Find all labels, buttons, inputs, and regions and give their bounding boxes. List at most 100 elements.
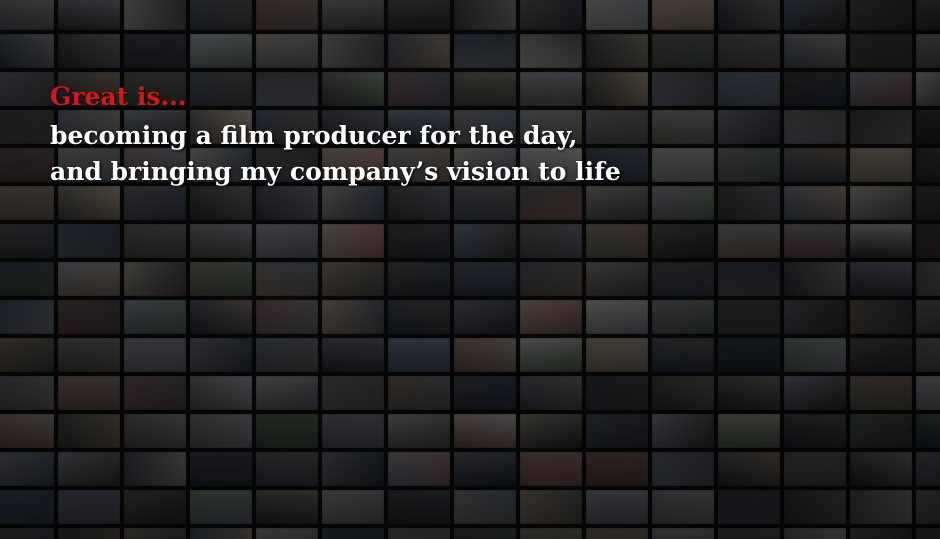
video-thumbnail	[652, 376, 714, 410]
video-thumbnail	[784, 452, 846, 486]
video-thumbnail	[586, 490, 648, 524]
video-thumbnail	[322, 376, 384, 410]
video-thumbnail	[784, 224, 846, 258]
video-thumbnail	[652, 224, 714, 258]
video-thumbnail	[388, 414, 450, 448]
video-thumbnail	[0, 376, 54, 410]
video-thumbnail	[586, 338, 648, 372]
video-thumbnail	[256, 452, 318, 486]
video-thumbnail	[190, 34, 252, 68]
video-thumbnail	[916, 186, 940, 220]
video-thumbnail	[190, 300, 252, 334]
video-thumbnail	[454, 224, 516, 258]
video-thumbnail	[124, 490, 186, 524]
video-thumbnail	[388, 34, 450, 68]
video-thumbnail	[850, 262, 912, 296]
video-thumbnail	[124, 338, 186, 372]
video-thumbnail	[586, 300, 648, 334]
video-thumbnail	[454, 414, 516, 448]
video-thumbnail	[850, 528, 912, 539]
video-thumbnail	[718, 414, 780, 448]
video-thumbnail	[256, 34, 318, 68]
video-thumbnail	[190, 376, 252, 410]
video-thumbnail	[520, 376, 582, 410]
video-thumbnail	[652, 490, 714, 524]
video-thumbnail	[718, 528, 780, 539]
video-thumbnail	[718, 224, 780, 258]
video-thumbnail	[916, 148, 940, 182]
video-thumbnail	[652, 34, 714, 68]
video-thumbnail	[190, 262, 252, 296]
video-thumbnail	[784, 490, 846, 524]
video-thumbnail	[388, 490, 450, 524]
video-thumbnail	[586, 414, 648, 448]
video-thumbnail	[520, 528, 582, 539]
video-thumbnail	[124, 414, 186, 448]
video-thumbnail	[58, 0, 120, 30]
video-thumbnail	[124, 224, 186, 258]
video-thumbnail	[454, 376, 516, 410]
video-thumbnail	[256, 300, 318, 334]
video-thumbnail	[58, 414, 120, 448]
video-thumbnail	[916, 0, 940, 30]
video-thumbnail	[916, 490, 940, 524]
video-thumbnail	[0, 414, 54, 448]
video-thumbnail	[850, 186, 912, 220]
video-thumbnail	[322, 262, 384, 296]
video-thumbnail	[520, 452, 582, 486]
video-thumbnail	[454, 452, 516, 486]
caption-block: Great is... becoming a film producer for…	[50, 82, 690, 190]
video-thumbnail	[718, 34, 780, 68]
video-thumbnail	[322, 452, 384, 486]
video-thumbnail	[784, 262, 846, 296]
video-thumbnail	[520, 414, 582, 448]
video-thumbnail	[322, 224, 384, 258]
video-thumbnail	[0, 186, 54, 220]
video-thumbnail	[124, 262, 186, 296]
video-thumbnail	[388, 0, 450, 30]
video-thumbnail	[454, 528, 516, 539]
video-thumbnail	[586, 528, 648, 539]
video-thumbnail	[58, 224, 120, 258]
video-thumbnail	[784, 186, 846, 220]
video-thumbnail	[322, 0, 384, 30]
video-thumbnail	[850, 34, 912, 68]
video-thumbnail	[916, 34, 940, 68]
video-thumbnail	[520, 186, 582, 220]
video-thumbnail	[916, 376, 940, 410]
video-thumbnail	[520, 34, 582, 68]
video-thumbnail	[0, 148, 54, 182]
video-thumbnail	[58, 186, 120, 220]
video-thumbnail	[718, 300, 780, 334]
video-thumbnail	[850, 376, 912, 410]
video-thumbnail	[520, 338, 582, 372]
video-thumbnail	[124, 0, 186, 30]
video-thumbnail	[322, 414, 384, 448]
video-thumbnail	[784, 338, 846, 372]
video-thumbnail	[718, 186, 780, 220]
video-thumbnail	[322, 528, 384, 539]
video-thumbnail	[0, 490, 54, 524]
video-thumbnail	[916, 72, 940, 106]
video-thumbnail	[388, 300, 450, 334]
video-thumbnail	[0, 528, 54, 539]
video-thumbnail	[322, 338, 384, 372]
video-thumbnail	[322, 490, 384, 524]
video-thumbnail	[652, 300, 714, 334]
video-thumbnail	[58, 300, 120, 334]
video-thumbnail	[916, 452, 940, 486]
video-thumbnail	[520, 300, 582, 334]
video-thumbnail	[0, 338, 54, 372]
video-thumbnail	[784, 300, 846, 334]
video-thumbnail	[454, 262, 516, 296]
video-thumbnail	[190, 528, 252, 539]
video-thumbnail	[256, 186, 318, 220]
video-thumbnail	[388, 224, 450, 258]
video-thumbnail	[850, 452, 912, 486]
video-thumbnail	[586, 452, 648, 486]
video-thumbnail	[256, 490, 318, 524]
video-thumbnail	[718, 338, 780, 372]
video-thumbnail	[652, 0, 714, 30]
